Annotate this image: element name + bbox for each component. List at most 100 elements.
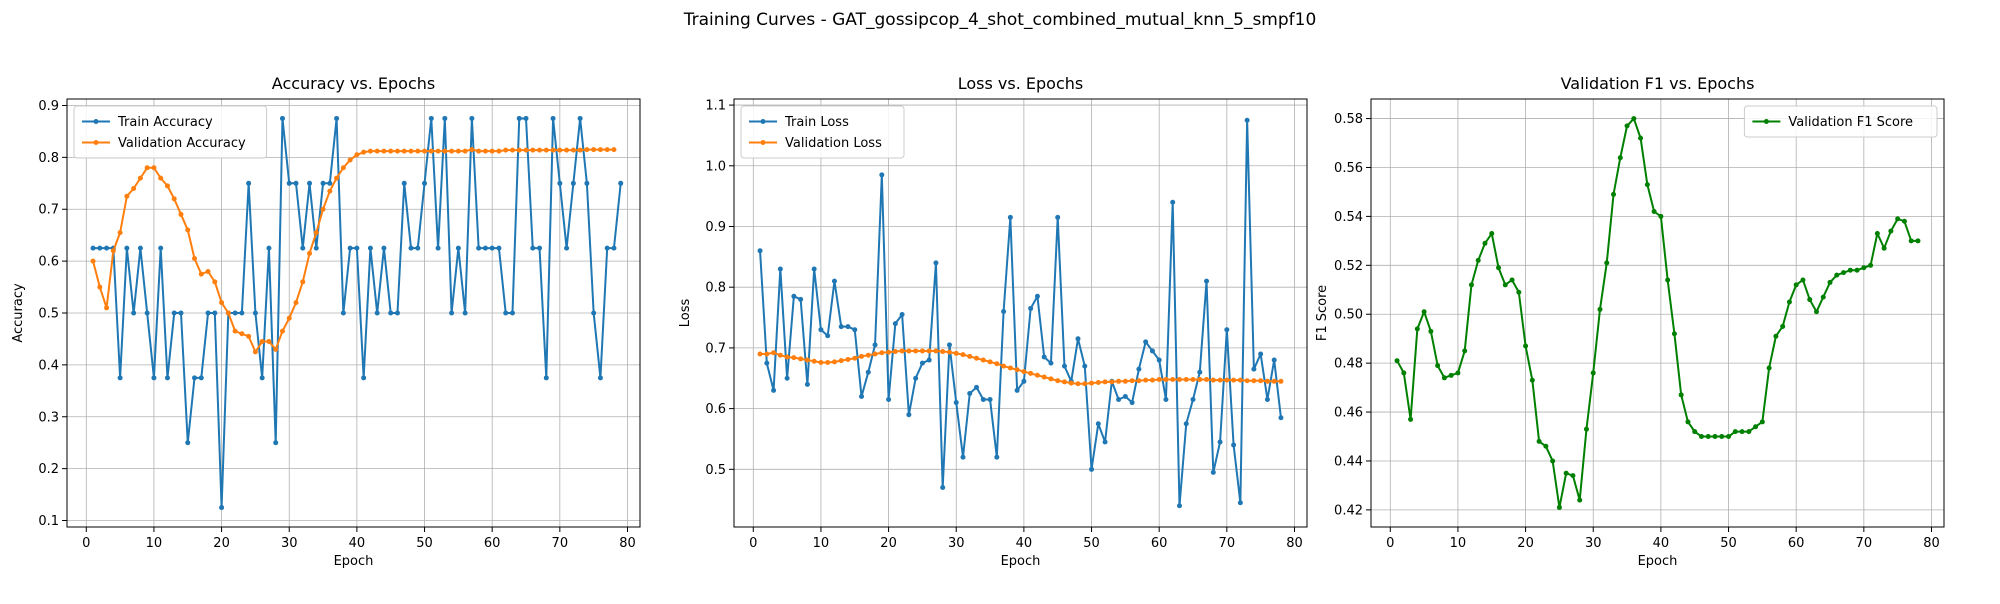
data-point <box>1136 366 1142 372</box>
legend-box <box>1743 105 1938 138</box>
data-point <box>1455 370 1461 376</box>
data-point <box>1231 442 1237 448</box>
data-point <box>415 148 421 154</box>
data-point <box>1895 216 1901 222</box>
data-point <box>422 180 428 186</box>
data-point <box>926 357 932 363</box>
data-point <box>279 115 285 121</box>
data-point <box>1170 376 1176 382</box>
data-point <box>104 245 110 251</box>
legend-swatch-marker <box>93 140 99 145</box>
x-axis-label: Epoch <box>334 554 374 569</box>
data-point <box>1536 438 1542 444</box>
data-point <box>550 115 556 121</box>
data-point <box>1176 503 1182 509</box>
data-point <box>1793 282 1799 288</box>
data-point <box>604 245 610 251</box>
data-point <box>892 321 898 327</box>
y-tick-label: 0.3 <box>38 410 59 425</box>
data-point <box>791 293 797 299</box>
data-point <box>953 350 959 356</box>
data-point <box>1874 231 1880 237</box>
data-point <box>428 115 434 121</box>
x-tick-label: 50 <box>416 536 433 551</box>
data-point <box>164 375 170 381</box>
data-point <box>757 248 763 254</box>
data-point <box>879 172 885 178</box>
legend: Train Accuracy Validation Accuracy <box>73 105 268 159</box>
data-point <box>131 310 137 316</box>
data-point <box>1671 331 1677 337</box>
data-point <box>1136 378 1142 384</box>
data-point <box>516 147 522 153</box>
data-point <box>557 147 563 153</box>
x-tick-label: 0 <box>1386 536 1394 551</box>
data-point <box>239 310 245 316</box>
data-point <box>1847 267 1853 273</box>
data-point <box>530 147 536 153</box>
grid <box>67 99 640 527</box>
data-point <box>1149 348 1155 354</box>
data-point <box>1753 424 1759 430</box>
data-point <box>530 245 536 251</box>
data-point <box>320 206 326 212</box>
legend-entry: Validation F1 Score <box>1788 115 1913 130</box>
data-point <box>1807 297 1813 303</box>
data-point <box>1861 265 1867 271</box>
data-point <box>239 331 245 337</box>
data-point <box>327 188 333 194</box>
data-point <box>1624 123 1630 129</box>
data-point <box>960 454 966 460</box>
data-point <box>940 485 946 491</box>
data-point <box>415 245 421 251</box>
data-point <box>1489 231 1495 237</box>
data-point <box>212 279 218 285</box>
data-point <box>462 310 468 316</box>
data-point <box>777 352 783 358</box>
data-point <box>422 148 428 154</box>
data-point <box>307 250 313 256</box>
data-point <box>1210 469 1216 475</box>
data-point <box>171 196 177 202</box>
data-point <box>838 358 844 364</box>
data-point <box>1217 439 1223 445</box>
data-point <box>980 397 986 403</box>
data-point <box>577 115 583 121</box>
data-point <box>1563 470 1569 476</box>
data-point <box>892 349 898 355</box>
data-point <box>259 375 265 381</box>
data-point <box>307 180 313 186</box>
data-point <box>1705 434 1711 440</box>
data-point <box>1122 378 1128 384</box>
x-tick-label: 40 <box>1016 536 1033 551</box>
data-point <box>340 165 346 171</box>
data-point <box>564 147 570 153</box>
data-point <box>435 148 441 154</box>
data-point <box>946 342 952 348</box>
data-point <box>300 245 306 251</box>
data-point <box>1244 378 1250 384</box>
data-point <box>570 180 576 186</box>
y-axis-label: F1 Score <box>1315 285 1330 341</box>
data-point <box>1841 270 1847 276</box>
data-point <box>374 310 380 316</box>
data-point <box>1217 377 1223 383</box>
data-point <box>804 381 810 387</box>
data-point <box>987 359 993 365</box>
data-point <box>1820 294 1826 300</box>
data-point <box>164 183 170 189</box>
data-point <box>987 397 993 403</box>
data-point <box>1163 397 1169 403</box>
x-tick-label: 50 <box>1083 536 1100 551</box>
data-point <box>913 375 919 381</box>
data-point <box>872 351 878 357</box>
data-point <box>117 230 123 236</box>
data-point <box>198 375 204 381</box>
data-point <box>1082 381 1088 387</box>
data-point <box>1462 348 1468 354</box>
data-point <box>503 147 509 153</box>
data-point <box>1183 376 1189 382</box>
data-point <box>811 358 817 364</box>
data-point <box>509 310 515 316</box>
data-point <box>825 359 831 365</box>
